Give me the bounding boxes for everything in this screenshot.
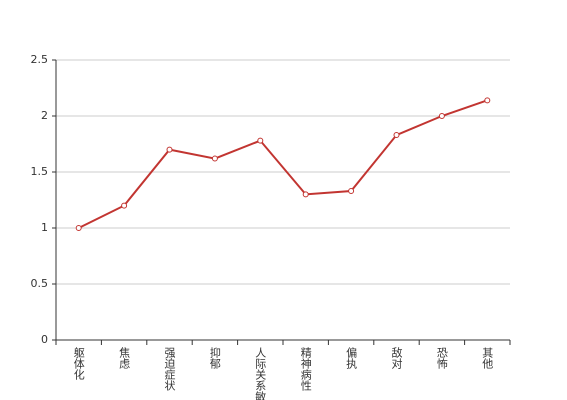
point (75, 225, 82, 231)
point (211, 155, 218, 162)
point (484, 97, 491, 104)
y-tick-label: 1.5 (31, 165, 49, 178)
y-tick-label: 2.5 (31, 53, 49, 66)
point (348, 188, 355, 195)
y-tick-label: 0 (41, 333, 48, 346)
point (166, 146, 173, 153)
x-tick-label: 躯体化 (72, 347, 85, 381)
x-tick-label: 精神病性 (299, 347, 312, 392)
x-tick-label: 其他 (481, 347, 494, 369)
point (302, 191, 309, 198)
series-line (78, 99, 488, 229)
y-tick-label: 2 (41, 109, 48, 122)
point (121, 202, 128, 209)
x-tick-label: 恐怖 (435, 347, 448, 369)
x-tick-label: 敌对 (390, 346, 403, 369)
point (393, 132, 400, 139)
x-tick-label: 焦虑 (118, 347, 131, 369)
point (257, 137, 264, 144)
point (438, 113, 445, 119)
x-tick-label: 偏执 (345, 346, 358, 370)
y-tick-label: 0.5 (31, 277, 49, 290)
x-tick-label: 抑郁 (208, 346, 221, 369)
y-tick-label: 1 (41, 221, 48, 234)
x-tick-label: 人际关系敏感 (254, 347, 267, 400)
x-tick-label: 强迫症状 (163, 347, 176, 391)
